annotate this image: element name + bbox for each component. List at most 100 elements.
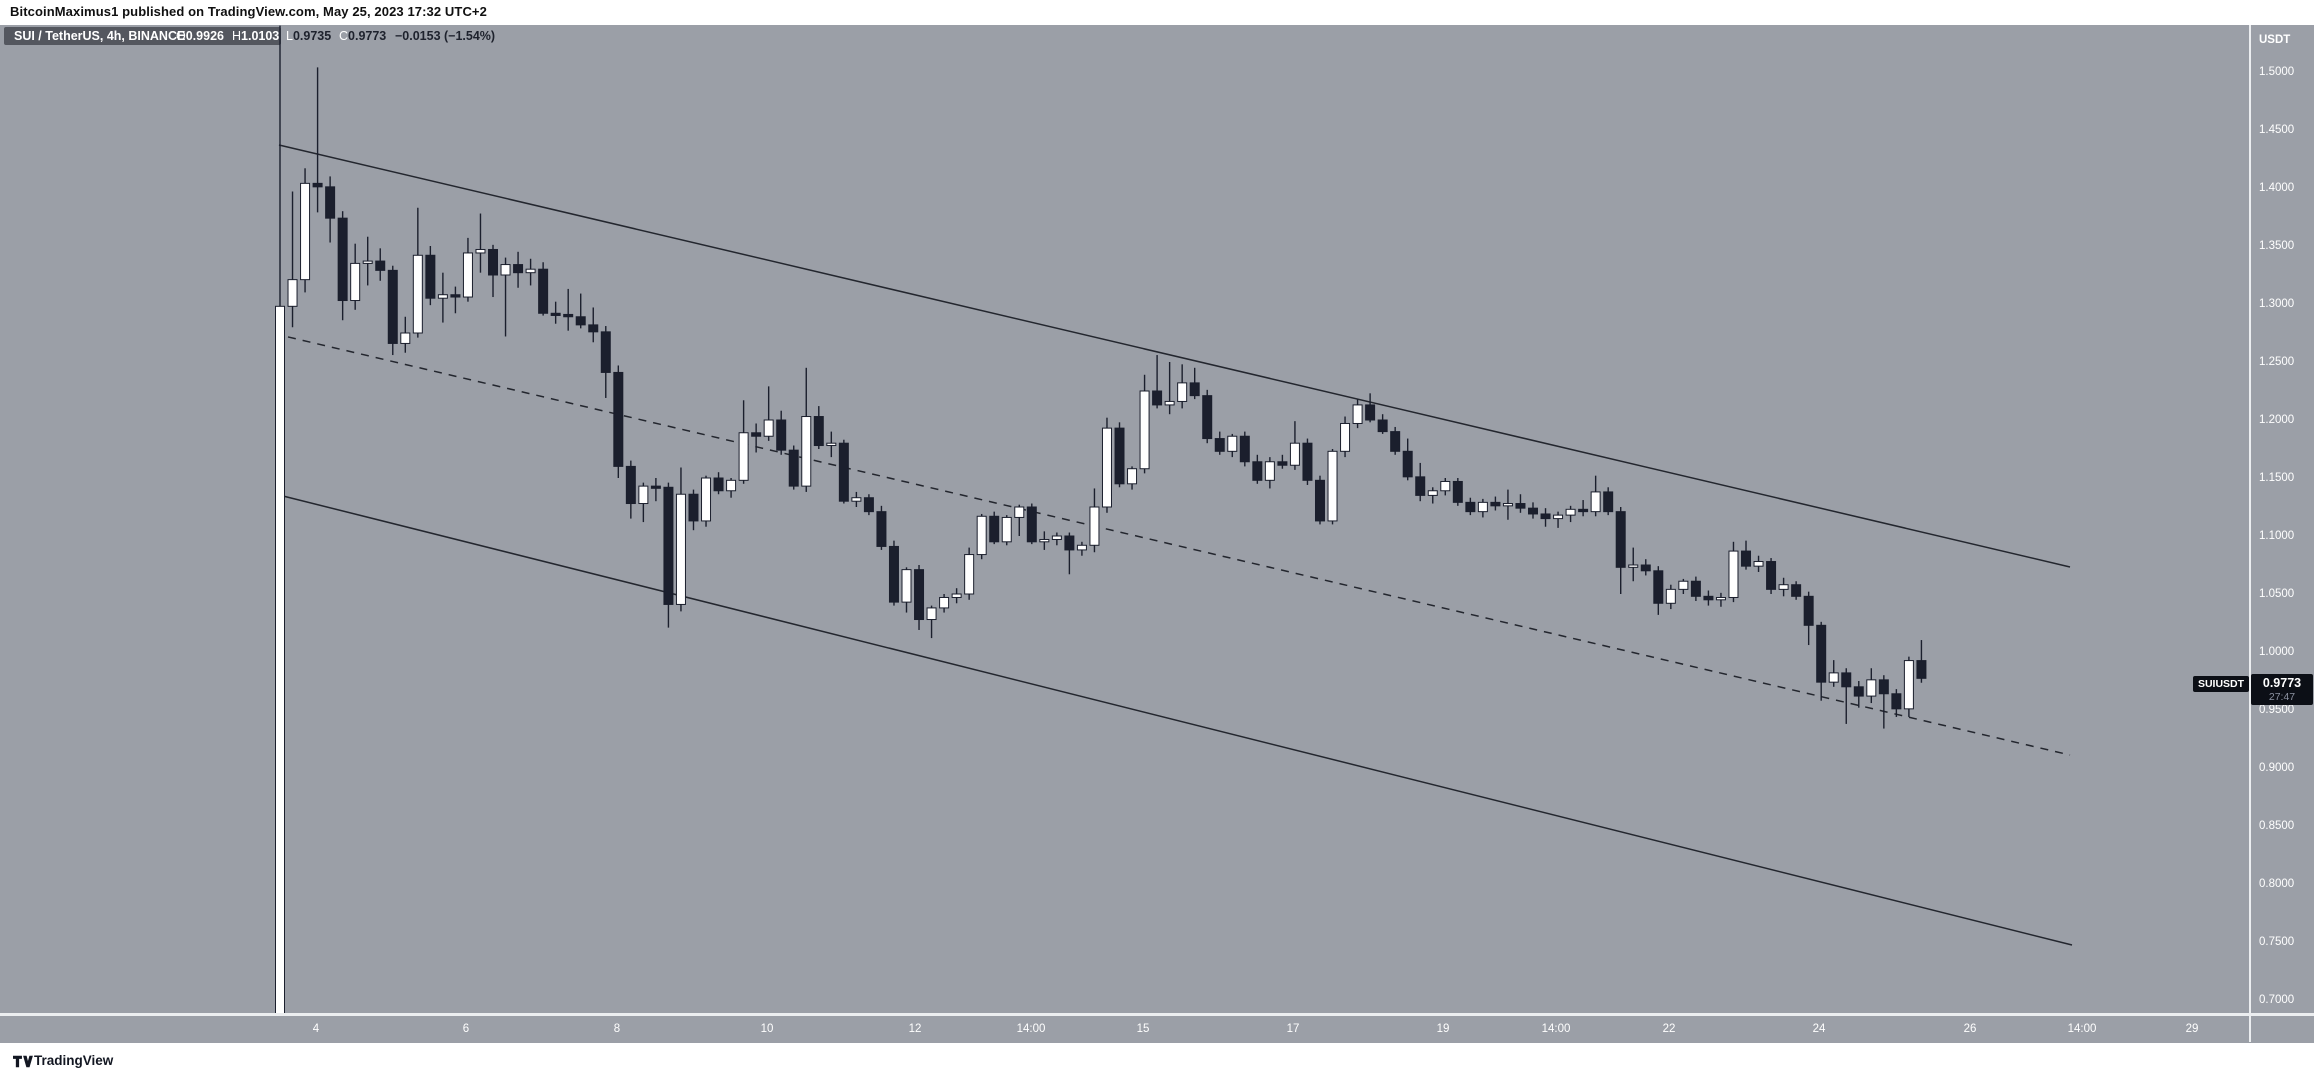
candle-body-down [1540, 513, 1551, 520]
candle [1540, 508, 1551, 527]
candle-body-down [488, 248, 499, 276]
candle-body-down [375, 260, 386, 271]
candle-body-down [1803, 595, 1814, 626]
candle [538, 262, 549, 316]
candle [1427, 487, 1438, 504]
candle-body-down [688, 493, 699, 522]
price-tick-label: 1.1500 [2259, 472, 2295, 484]
candle [776, 410, 787, 455]
candle [1026, 503, 1037, 545]
candle-body-down [989, 515, 1000, 543]
candle-body-down [788, 449, 799, 487]
candle [638, 482, 649, 523]
candle-body-up [1590, 491, 1601, 513]
candle-body-up [1553, 514, 1564, 520]
time-axis-label: 4 [312, 1023, 320, 1035]
time-axis-separator [0, 1013, 2314, 1016]
candle-countdown: 27:47 [2268, 691, 2296, 703]
candle [1051, 532, 1062, 546]
candle [600, 326, 611, 398]
candle [763, 386, 774, 441]
candle [1653, 566, 1664, 615]
price-change: −0.0153 (−1.54%) [395, 29, 496, 43]
candle [914, 565, 925, 630]
candle [1841, 668, 1852, 724]
candle [1314, 475, 1325, 525]
candle [1139, 374, 1150, 474]
candle-body-down [1841, 672, 1852, 688]
price-tick-label: 1.3000 [2259, 298, 2295, 310]
candle [1239, 431, 1250, 467]
candle-body-up [1001, 516, 1012, 543]
candle [475, 213, 486, 273]
candle [1127, 466, 1138, 490]
candle-body-up [1289, 442, 1300, 466]
candle-body-up [763, 419, 774, 437]
candle [663, 482, 674, 628]
candle-body-down [876, 511, 887, 547]
candle [1415, 462, 1426, 502]
candle-body-down [1026, 506, 1037, 543]
candle-body-down [1189, 382, 1200, 397]
candle-body-down [1064, 535, 1075, 551]
price-tick-label: 1.3500 [2259, 240, 2295, 252]
time-axis-label: 14:00 [1016, 1023, 1046, 1035]
candle-body-up [412, 254, 423, 334]
candle [1553, 511, 1564, 528]
candle-body-up [701, 477, 712, 522]
candle [788, 445, 799, 490]
candle [1014, 504, 1025, 536]
candle-body-up [287, 279, 298, 307]
candle [1502, 489, 1513, 520]
candle [989, 511, 1000, 545]
candle-body-down [1277, 461, 1288, 466]
time-axis-label: 19 [1436, 1023, 1450, 1035]
candle-body-down [650, 485, 661, 489]
candle [675, 467, 686, 612]
candle [1152, 355, 1163, 409]
candle [1064, 532, 1075, 575]
candle [1390, 426, 1401, 455]
candle [375, 248, 386, 281]
candle [425, 246, 436, 306]
candle [412, 207, 423, 338]
candle [1816, 621, 1827, 701]
candle [751, 423, 762, 453]
candle-body-up [1440, 480, 1451, 492]
candle-body-up [1340, 422, 1351, 452]
candle-body-down [1615, 511, 1626, 568]
price-tick-label: 1.1000 [2259, 530, 2295, 542]
candle [275, 25, 285, 1014]
candle-body-up [1665, 588, 1676, 604]
candle [1477, 498, 1488, 518]
candle [325, 176, 336, 243]
candle-body-down [1490, 501, 1501, 507]
candle [563, 288, 574, 331]
candle-body-down [1114, 427, 1125, 485]
candle-body-up [1502, 503, 1513, 507]
price-tick-label: 0.8500 [2259, 820, 2295, 832]
candle [400, 316, 411, 353]
candle [1778, 577, 1789, 597]
candle [1703, 590, 1714, 606]
legend-chip [4, 27, 281, 45]
candle-body-up [726, 479, 737, 492]
candle-body-down [425, 254, 436, 299]
candle [1327, 449, 1338, 525]
candle-body-down [613, 371, 624, 467]
candle [813, 406, 824, 449]
candle [964, 547, 975, 600]
time-axis-label: 15 [1136, 1023, 1150, 1035]
tradingview-logo-icon [13, 1055, 33, 1067]
candle-body-up [1715, 596, 1726, 601]
candle-body-up [1565, 508, 1576, 516]
candle [1766, 558, 1777, 594]
price-tick-label: 1.4500 [2259, 124, 2295, 136]
candle [951, 588, 962, 604]
candle-body-down [1891, 693, 1902, 710]
candle [1252, 454, 1263, 484]
price-tick-label: 1.2000 [2259, 414, 2295, 426]
candle [1803, 591, 1814, 646]
footer-bar: TradingView [0, 1042, 2314, 1079]
candle [801, 367, 812, 492]
